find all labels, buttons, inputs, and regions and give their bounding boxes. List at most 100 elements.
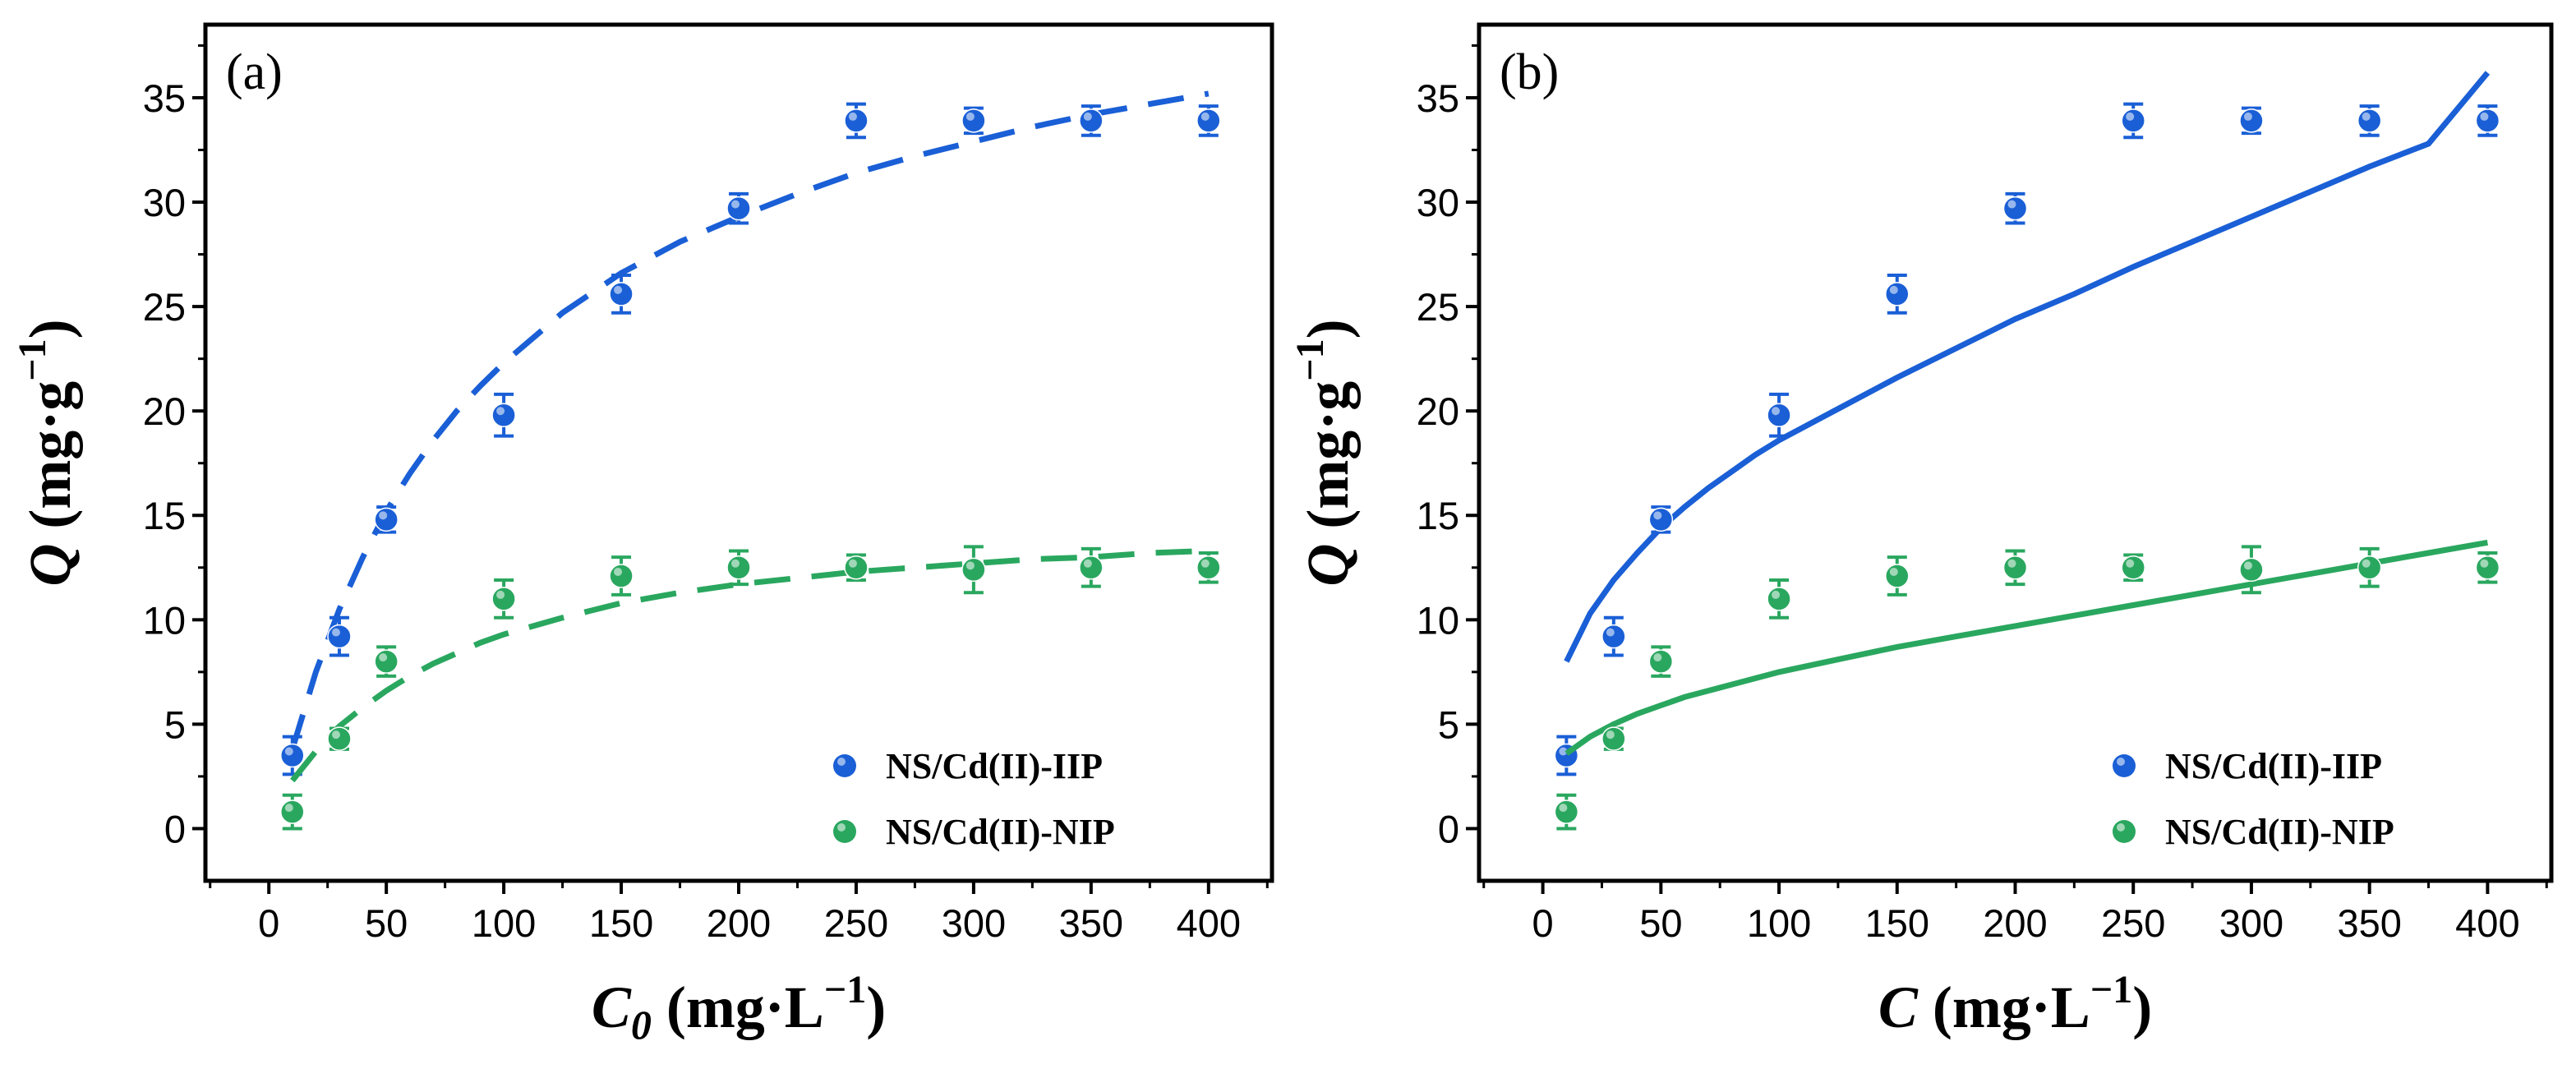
panel-b-x-tick-label: 50 xyxy=(1639,901,1682,945)
panel-b-series-iip-point-highlight xyxy=(2480,112,2489,121)
panel-a-series-iip xyxy=(280,90,1221,776)
panel-b-y-tick-label: 0 xyxy=(1438,807,1459,850)
panel-b-series-nip-point xyxy=(1554,799,1579,824)
panel-b-legend-marker-highlight xyxy=(2117,823,2125,832)
panel-b-label: (b) xyxy=(1500,44,1559,100)
panel-a-y-tick-label: 20 xyxy=(143,389,186,433)
panel-b-legend-marker xyxy=(2113,820,2136,843)
panel-b-series-nip-point xyxy=(2239,557,2264,583)
panel-b-frame xyxy=(1477,22,2554,883)
panel-b-legend: NS/Cd(II)-IIP NS/Cd(II)-NIP xyxy=(2113,746,2394,852)
panel-a-series-nip-point-highlight xyxy=(1083,559,1092,568)
panel-b-series-iip-point xyxy=(2475,108,2500,133)
panel-a-series-nip-point xyxy=(327,726,352,751)
panel-a-legend-marker xyxy=(833,820,856,843)
panel-b-y-tick-label: 35 xyxy=(1417,76,1459,120)
panel-b-series-iip-point-highlight xyxy=(1653,511,1662,520)
panel-b-series-iip xyxy=(1554,71,2500,776)
panel-a-series-iip-point-highlight xyxy=(614,285,623,294)
panel-a-series-iip-point-highlight xyxy=(284,747,293,756)
panel-b-x-axis-title: C (mg·L−1) xyxy=(1878,968,2152,1040)
panel-a-series-iip-point-highlight xyxy=(379,511,388,520)
panel-b-series-nip-point xyxy=(1648,649,1674,674)
panel-b-y-tick-label: 15 xyxy=(1417,494,1459,537)
panel-a-x-tick-label: 150 xyxy=(589,901,653,945)
panel-a-y-tick-label: 30 xyxy=(143,181,186,224)
panel-b-y-tick-label: 25 xyxy=(1417,285,1459,329)
panel-a-label: (a) xyxy=(226,44,283,100)
panel-a-x-tick-label: 400 xyxy=(1177,901,1241,945)
panel-a-y-tick-label: 25 xyxy=(143,285,186,329)
panel-a-series-iip-point-highlight xyxy=(731,200,740,209)
panel-b-series-iip-point xyxy=(2239,108,2264,133)
panel-b-x-tick-label: 200 xyxy=(1983,901,2047,945)
panel-a-y-tick-label: 15 xyxy=(143,494,186,537)
panel-a-series-nip-point xyxy=(280,799,305,824)
panel-b-series-nip-point xyxy=(1767,587,1791,611)
panel-a-series-nip-point-highlight xyxy=(379,653,388,662)
panel-b-x-tick-label: 150 xyxy=(1865,901,1929,945)
panel-b-legend-marker-highlight xyxy=(2117,758,2125,766)
panel-a-series-nip-point xyxy=(491,587,516,611)
panel-b-series-iip-point-highlight xyxy=(2243,112,2252,121)
panel-a-series-iip-point xyxy=(1079,108,1104,133)
panel-b: 0 50 100 150 200 250 300 350 400 0 5 10 15 20 25 30 35 (b… xyxy=(1288,22,2554,1040)
panel-a-series-nip-point-highlight xyxy=(1200,559,1210,568)
panel-b-x-tick-label: 300 xyxy=(2219,901,2283,945)
panel-b-series-nip-point-highlight xyxy=(1772,590,1781,599)
panel-b-series-iip-point-highlight xyxy=(1772,407,1781,416)
panel-a-x-tick-label: 50 xyxy=(365,901,408,945)
panel-b-series-nip-fit-line xyxy=(1564,539,2489,756)
panel-b-series-nip-point-highlight xyxy=(2126,559,2135,568)
panel-a-series-nip-point xyxy=(961,557,986,583)
panel-b-series-iip-fit-line xyxy=(1564,71,2491,663)
panel-b-series-iip-point-highlight xyxy=(1559,747,1568,756)
panel-b-series-iip-point xyxy=(1885,282,1910,306)
panel-a-x-tick-label: 300 xyxy=(942,901,1006,945)
panel-a-series-iip-point-highlight xyxy=(965,112,975,121)
panel-a-x-axis-title: C0 (mg·L−1) xyxy=(592,968,886,1048)
panel-a-series-nip-point xyxy=(609,564,634,588)
panel-a-x-tick-label: 100 xyxy=(472,901,536,945)
panel-a-y-tick-label: 5 xyxy=(164,703,186,746)
panel-b-series-nip-point-highlight xyxy=(1606,730,1615,739)
panel-a-series-nip-point xyxy=(374,649,399,674)
panel-a-series-nip-point xyxy=(1196,555,1221,580)
panel-a-series-nip-point-highlight xyxy=(331,730,340,739)
panel-a-legend-marker-highlight xyxy=(837,758,846,766)
panel-a-series-iip-point xyxy=(961,108,986,133)
panel-b-legend-label: NS/Cd(II)-IIP xyxy=(2165,746,2382,786)
panel-b-series-nip-point xyxy=(2121,555,2145,580)
panel-a-series-iip-point-highlight xyxy=(331,628,340,637)
panel-a-series-nip-fit-line xyxy=(290,547,1209,783)
panel-b-series-nip xyxy=(1554,539,2500,831)
panel-a-series-iip-point xyxy=(374,507,399,532)
panel-b-series-nip-point xyxy=(2002,555,2028,580)
panel-b-series-iip-point xyxy=(2002,196,2028,221)
panel-b-x-tick-label: 100 xyxy=(1747,901,1811,945)
panel-b-series-nip-point-highlight xyxy=(1889,567,1898,576)
panel-a-y-tick-label: 0 xyxy=(164,807,186,850)
panel-b-series-nip-point-highlight xyxy=(2007,559,2016,568)
panel-b-series-iip-point xyxy=(2121,108,2145,133)
panel-a-x-tick-label: 0 xyxy=(258,901,279,945)
panel-a-series-iip-fit-line xyxy=(289,90,1210,750)
panel-b-y-axis-title: Q (mg·g−1) xyxy=(1288,319,1361,586)
panel-a-series-nip-point-highlight xyxy=(496,590,505,599)
panel-b-series-nip-point-highlight xyxy=(2243,561,2252,570)
panel-b-series-iip-point-highlight xyxy=(1606,628,1615,637)
panel-b-x-tick-label: 350 xyxy=(2337,901,2401,945)
panel-a: 0 50 100 150 200 250 300 350 400 0 5 10 15 20 25 30 35 (a… xyxy=(11,22,1274,1048)
panel-a-y-tick-label: 35 xyxy=(143,76,186,120)
panel-a-legend-marker xyxy=(833,754,856,777)
panel-a-series-nip-point-highlight xyxy=(965,561,975,570)
panel-a-series-iip-point xyxy=(280,743,305,768)
panel-a-series-iip-point xyxy=(726,196,751,221)
panel-b-series-nip-point-highlight xyxy=(1653,653,1662,662)
panel-b-series-iip-point xyxy=(1648,507,1674,532)
panel-a-series-iip-point-highlight xyxy=(848,112,857,121)
panel-a-y-axis-title: Q (mg·g−1) xyxy=(11,319,83,586)
panel-b-y-tick-label: 20 xyxy=(1417,389,1459,433)
panel-b-series-nip-point xyxy=(2357,555,2382,580)
panel-b-series-nip-point xyxy=(1601,726,1626,751)
